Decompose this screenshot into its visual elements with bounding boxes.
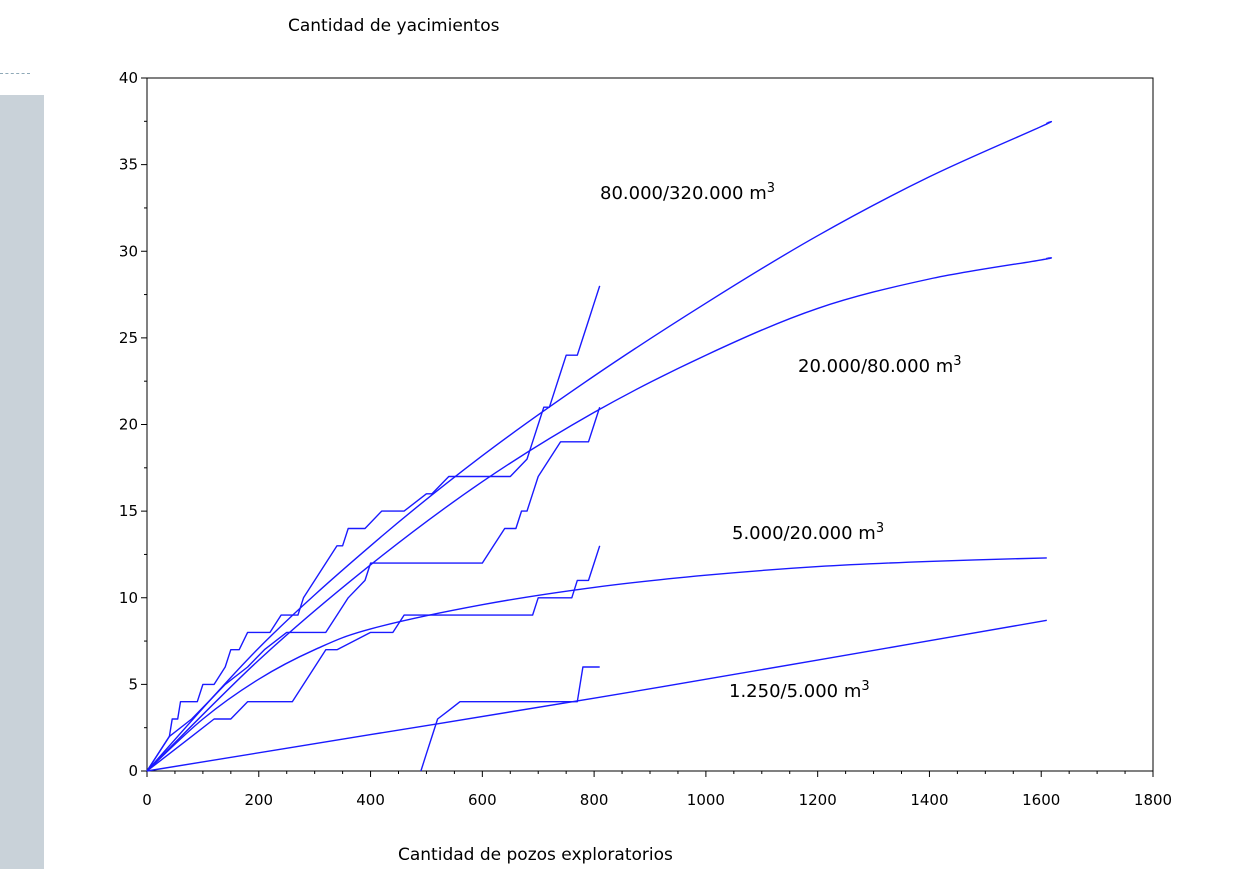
- x-tick-label: 1200: [799, 791, 837, 809]
- y-tick-label: 30: [119, 242, 138, 260]
- fitted-curve-1: [146, 257, 1053, 772]
- x-tick-label: 600: [468, 791, 497, 809]
- curve-label-20000: 20.000/80.000 m3: [798, 354, 962, 377]
- observed-series-2: [146, 545, 601, 772]
- y-tick-label: 15: [119, 502, 138, 520]
- plot-frame: [146, 77, 1154, 772]
- side-panel-dash: [0, 73, 30, 74]
- y-tick-label: 10: [119, 589, 138, 607]
- fitted-curve-2: [146, 557, 1047, 772]
- x-tick-label: 1400: [910, 791, 948, 809]
- y-tick-label: 0: [128, 762, 138, 780]
- series-layer: [146, 120, 1053, 772]
- x-tick-label: 400: [356, 791, 385, 809]
- x-tick-label: 1000: [687, 791, 725, 809]
- y-tick-label: 25: [119, 329, 138, 347]
- curve-labels: 80.000/320.000 m3 20.000/80.000 m3 5.000…: [600, 181, 962, 702]
- x-tick-label: 0: [142, 791, 152, 809]
- x-tick-label: 1800: [1134, 791, 1172, 809]
- x-tick-label: 1600: [1022, 791, 1060, 809]
- side-panel: [0, 95, 44, 869]
- y-tick-label: 20: [119, 416, 138, 434]
- y-tick-label: 40: [119, 69, 138, 87]
- x-axis-title: Cantidad de pozos exploratorios: [398, 845, 673, 865]
- curve-label-5000: 5.000/20.000 m3: [732, 521, 884, 544]
- x-tick-label: 800: [580, 791, 609, 809]
- y-tick-label: 5: [128, 675, 138, 693]
- x-tick-label: 200: [244, 791, 273, 809]
- y-tick-label: 35: [119, 156, 138, 174]
- fitted-curve-0: [146, 120, 1053, 772]
- fitted-curve-3: [146, 619, 1047, 772]
- observed-series-1: [146, 406, 601, 772]
- curve-label-80000: 80.000/320.000 m3: [600, 181, 775, 204]
- curve-label-1250: 1.250/5.000 m3: [729, 679, 870, 702]
- y-axis-title: Cantidad de yacimientos: [288, 16, 500, 36]
- observed-series-3: [420, 666, 600, 772]
- axis-ticks: 0 200 400 600 800 1000 1200 1400 1600 1800 0 5 10 15 2…: [119, 69, 1172, 809]
- observed-series-0: [146, 285, 601, 772]
